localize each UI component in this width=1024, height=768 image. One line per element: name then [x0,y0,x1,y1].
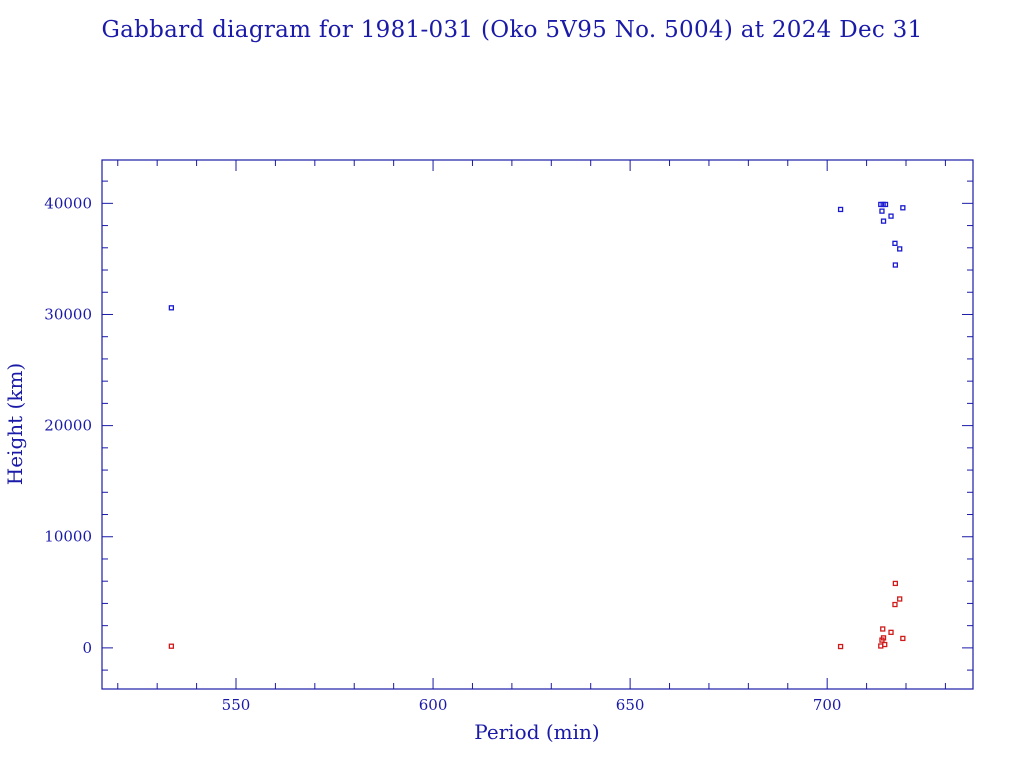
chart-title: Gabbard diagram for 1981-031 (Oko 5V95 N… [101,17,922,43]
perigee-point [837,643,844,650]
perigee-point [882,641,888,648]
apogee-point [880,218,887,224]
perigee-point [168,643,175,649]
data-points [168,201,906,650]
apogee-point [168,305,175,311]
axis-ticks [102,160,973,689]
y-axis-label: Height (km) [3,363,27,485]
apogee-point [879,208,885,214]
apogee-point [892,240,898,247]
perigee-point [888,629,894,635]
y-tick-label: 30000 [44,305,92,323]
x-tick-label: 700 [813,696,842,714]
x-tick-label: 600 [419,696,448,714]
perigee-point [897,596,903,602]
apogee-point [837,206,844,213]
plot-frame [101,159,974,690]
tick-labels: 550 600 650 700 0 10000 20000 30000 40000 [44,194,841,714]
apogee-point [897,246,903,252]
x-axis-label: Period (min) [474,720,599,744]
y-tick-label: 0 [82,639,92,657]
y-tick-label: 20000 [44,417,92,435]
apogee-point [900,205,906,211]
y-tick-label: 40000 [44,194,92,212]
apogee-point [888,213,894,219]
perigee-point [892,580,899,587]
x-tick-label: 650 [616,696,645,714]
apogee-point [892,262,899,268]
perigee-point [880,635,887,641]
x-tick-label: 550 [222,696,251,714]
perigee-point [900,635,906,642]
perigee-point [880,626,886,632]
apogee-point [882,201,889,208]
y-tick-label: 10000 [44,528,92,546]
perigee-point [892,601,898,608]
